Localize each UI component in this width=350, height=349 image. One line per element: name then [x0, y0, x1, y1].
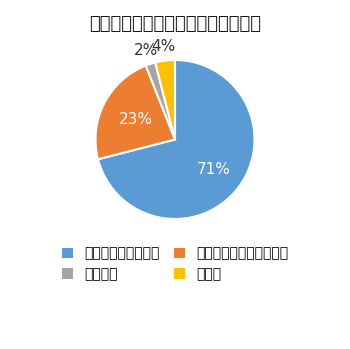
Wedge shape — [155, 60, 175, 140]
Wedge shape — [96, 66, 175, 159]
Wedge shape — [146, 62, 175, 140]
Text: 71%: 71% — [197, 162, 231, 177]
Text: 2%: 2% — [134, 43, 158, 58]
Title: 食農教育の必要性と取り組みの現状: 食農教育の必要性と取り組みの現状 — [89, 15, 261, 33]
Text: 23%: 23% — [119, 112, 153, 127]
Legend: 必要、実施している, 必要ない, 必要、実施できていない, その他: 必要、実施している, 必要ない, 必要、実施できていない, その他 — [62, 247, 288, 282]
Wedge shape — [98, 60, 254, 219]
Text: 4%: 4% — [151, 39, 175, 54]
